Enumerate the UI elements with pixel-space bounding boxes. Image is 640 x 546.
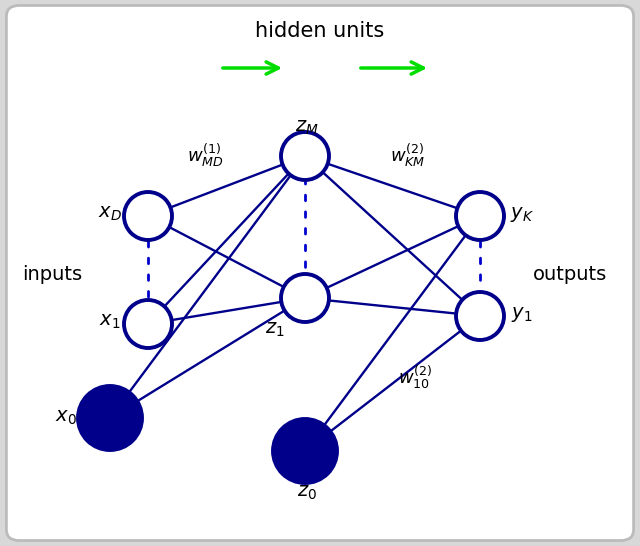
- Ellipse shape: [281, 274, 329, 322]
- Text: $z_M$: $z_M$: [295, 119, 319, 137]
- Ellipse shape: [78, 386, 142, 450]
- Text: $x_1$: $x_1$: [99, 313, 121, 331]
- Text: outputs: outputs: [533, 264, 607, 283]
- Ellipse shape: [456, 192, 504, 240]
- Text: $x_0$: $x_0$: [55, 409, 77, 427]
- Text: hidden units: hidden units: [255, 21, 385, 41]
- Text: $w^{(2)}_{KM}$: $w^{(2)}_{KM}$: [390, 143, 426, 169]
- Text: $y_K$: $y_K$: [510, 205, 534, 223]
- Ellipse shape: [281, 132, 329, 180]
- Text: $z_0$: $z_0$: [297, 484, 317, 502]
- Ellipse shape: [124, 300, 172, 348]
- Text: $y_1$: $y_1$: [511, 305, 532, 323]
- FancyBboxPatch shape: [6, 5, 634, 541]
- Text: inputs: inputs: [22, 264, 82, 283]
- Text: $z_1$: $z_1$: [265, 321, 285, 339]
- Text: $w^{(1)}_{MD}$: $w^{(1)}_{MD}$: [187, 143, 223, 169]
- Text: $w^{(2)}_{10}$: $w^{(2)}_{10}$: [398, 365, 432, 391]
- Ellipse shape: [273, 419, 337, 483]
- Ellipse shape: [456, 292, 504, 340]
- Text: $x_D$: $x_D$: [98, 205, 122, 223]
- Ellipse shape: [124, 192, 172, 240]
